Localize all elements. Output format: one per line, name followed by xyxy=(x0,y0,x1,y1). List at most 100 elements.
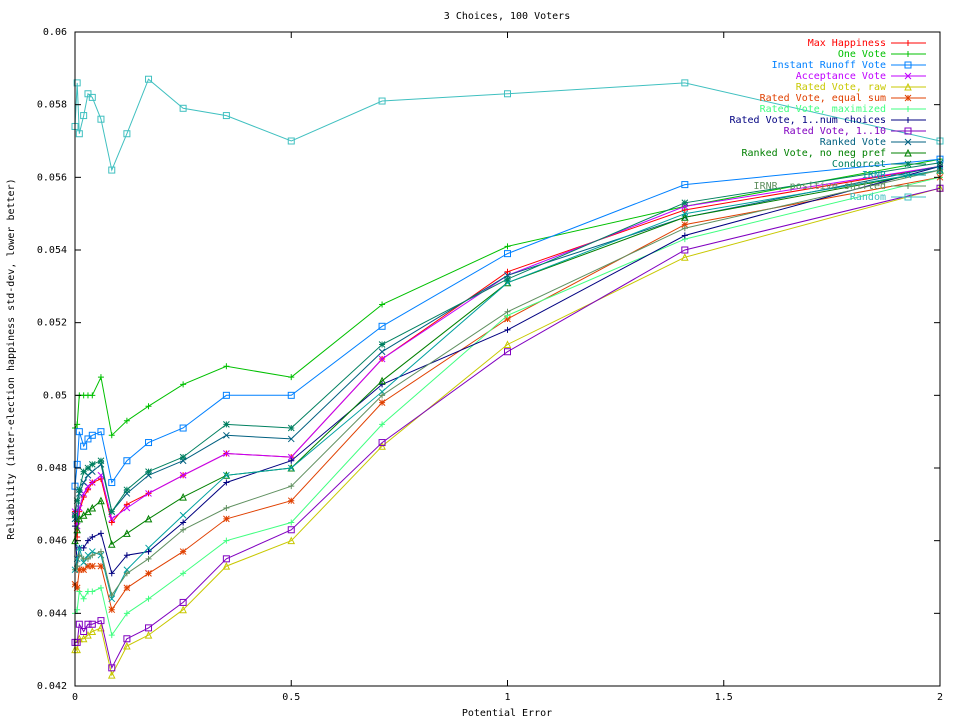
chart-title: 3 Choices, 100 Voters xyxy=(444,11,570,22)
legend-item: Instant Runoff Vote xyxy=(772,60,926,71)
data-point xyxy=(288,374,295,381)
data-point xyxy=(88,93,96,101)
data-point xyxy=(180,526,187,533)
x-axis-label: Potential Error xyxy=(462,708,552,719)
series xyxy=(72,156,943,439)
data-point xyxy=(84,435,92,443)
data-point xyxy=(144,631,153,639)
data-point xyxy=(97,374,104,381)
y-tick-label: 0.052 xyxy=(37,318,67,329)
legend-marker xyxy=(904,61,912,69)
data-point xyxy=(504,250,511,258)
data-point xyxy=(108,606,116,614)
data-point xyxy=(180,570,187,577)
legend-label: Instant Runoff Vote xyxy=(772,60,886,71)
data-point xyxy=(681,253,689,261)
data-point xyxy=(97,551,105,559)
data-point xyxy=(84,562,92,570)
data-point xyxy=(108,595,116,603)
data-point xyxy=(145,468,152,475)
data-point xyxy=(107,540,116,548)
legend-item: Condorcet xyxy=(832,159,926,170)
data-point xyxy=(97,115,105,123)
data-point xyxy=(73,525,81,534)
legend-item: Rated Vote, 1..num choices xyxy=(729,115,926,126)
data-point xyxy=(73,497,81,505)
data-point xyxy=(84,464,92,472)
data-point xyxy=(223,450,230,457)
legend-marker xyxy=(904,148,912,157)
data-point xyxy=(145,75,153,83)
data-point xyxy=(108,592,115,599)
series xyxy=(71,159,944,519)
data-point xyxy=(123,457,131,465)
data-point xyxy=(223,479,230,486)
data-point xyxy=(108,519,115,526)
data-point xyxy=(84,555,91,562)
data-point xyxy=(123,610,130,617)
data-point xyxy=(73,645,81,654)
legend-label: Rated Vote, maximized xyxy=(760,104,886,115)
data-point xyxy=(108,166,116,174)
plot-area xyxy=(71,75,944,679)
series-line xyxy=(74,165,941,575)
legend-item: Random xyxy=(850,192,926,203)
series-line xyxy=(74,162,941,516)
data-point xyxy=(75,544,83,552)
data-point xyxy=(287,424,295,432)
legend-item: Rated Vote, maximized xyxy=(760,104,926,115)
data-point xyxy=(179,424,187,432)
data-point xyxy=(88,562,96,570)
data-point xyxy=(88,620,96,628)
legend-label: IRNR xyxy=(862,170,887,181)
data-point xyxy=(123,552,130,559)
data-point xyxy=(75,428,83,436)
data-point xyxy=(378,376,386,385)
legend-marker xyxy=(905,183,911,189)
data-point xyxy=(97,457,105,465)
series-line xyxy=(74,165,941,527)
data-point xyxy=(80,566,88,574)
data-point xyxy=(504,268,511,275)
data-point xyxy=(378,97,386,105)
data-point xyxy=(288,457,295,464)
legend-label: One Vote xyxy=(838,49,886,60)
data-point xyxy=(180,519,187,526)
data-point xyxy=(222,112,230,120)
data-point xyxy=(378,355,386,363)
data-point xyxy=(76,552,83,559)
legend-item: Rated Vote, equal sum xyxy=(760,93,926,104)
data-point xyxy=(97,548,104,555)
data-point xyxy=(79,634,88,643)
data-point xyxy=(681,210,689,218)
y-tick-label: 0.048 xyxy=(37,463,67,474)
data-point xyxy=(504,275,511,283)
legend-item: Rated Vote, 1..10 xyxy=(784,126,926,137)
data-point xyxy=(123,529,131,537)
legend-marker xyxy=(904,94,912,102)
data-point xyxy=(145,548,152,555)
data-point xyxy=(223,363,230,370)
data-point xyxy=(73,460,81,468)
series-line xyxy=(74,78,941,172)
series xyxy=(71,165,944,548)
data-point xyxy=(145,439,153,447)
data-point xyxy=(84,620,92,628)
series xyxy=(71,163,944,523)
legend-label: Acceptance Vote xyxy=(796,71,886,82)
data-point xyxy=(223,431,230,439)
legend-marker xyxy=(905,117,911,123)
data-point xyxy=(84,631,92,639)
series-line xyxy=(75,187,941,677)
data-point xyxy=(75,130,83,138)
data-point xyxy=(80,112,88,120)
data-point xyxy=(123,130,131,138)
data-point xyxy=(84,90,92,98)
data-point xyxy=(503,278,512,287)
data-point xyxy=(89,588,96,595)
data-point xyxy=(504,90,511,98)
data-point xyxy=(80,544,87,551)
legend-label: Ranked Vote xyxy=(820,137,886,148)
data-point xyxy=(288,519,295,526)
